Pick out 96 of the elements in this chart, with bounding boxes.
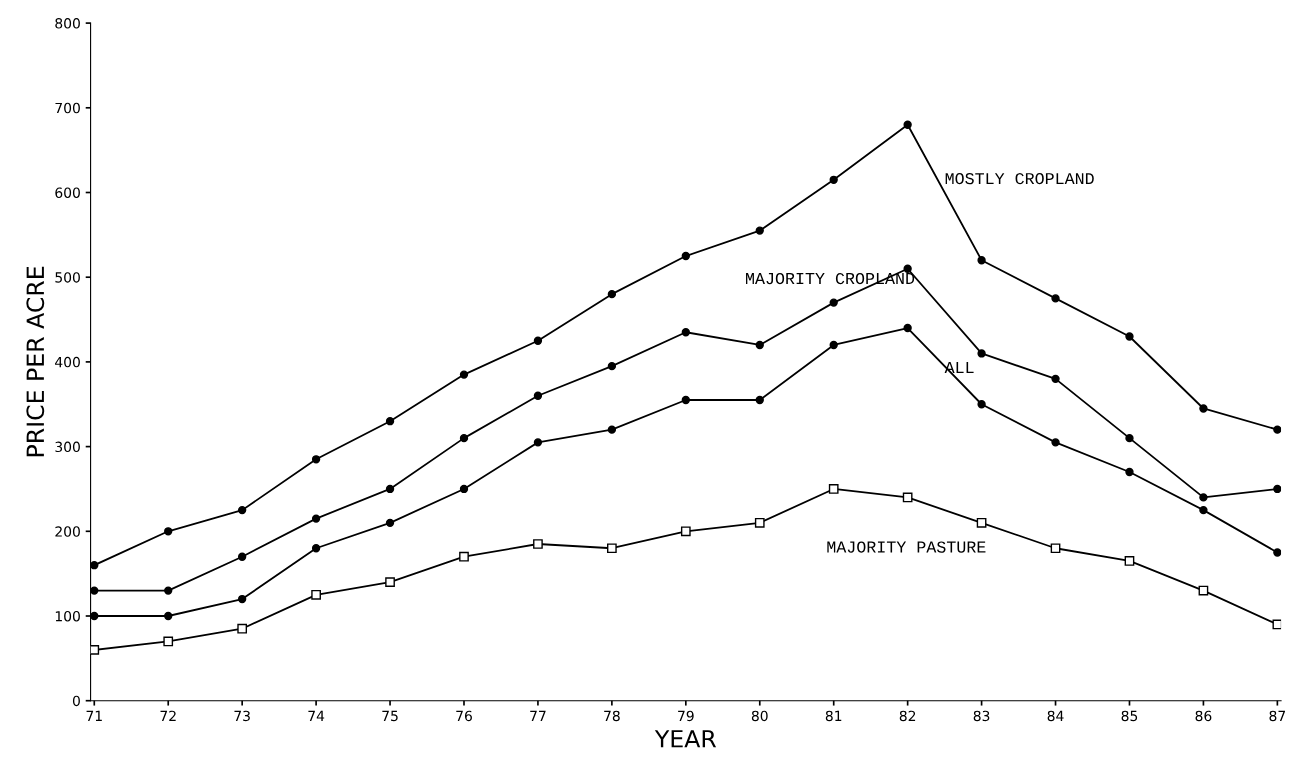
y-tick-label: 800 (55, 18, 80, 29)
point (311, 514, 321, 523)
point (459, 370, 469, 379)
point (903, 120, 912, 129)
point (459, 433, 469, 443)
x-tick-label: 76 (456, 710, 472, 722)
point (237, 594, 247, 604)
point (1199, 505, 1208, 515)
point (237, 505, 247, 515)
point (459, 484, 469, 494)
x-tick-label: 85 (1121, 710, 1138, 722)
point (237, 623, 248, 634)
point (1125, 467, 1134, 477)
x-tick-label: 72 (160, 710, 176, 721)
point (903, 323, 912, 333)
point (385, 577, 395, 587)
point (902, 492, 913, 503)
point (90, 561, 99, 570)
x-tick-label: 83 (973, 710, 990, 722)
point (1050, 543, 1061, 554)
y-tick-label: 300 (55, 441, 80, 453)
point (1125, 332, 1134, 341)
point (311, 589, 321, 600)
point (533, 336, 543, 345)
point (977, 400, 986, 409)
x-tick-label: 77 (530, 710, 546, 721)
point (1051, 438, 1060, 447)
point (977, 256, 986, 265)
point (755, 340, 764, 350)
point (163, 636, 174, 647)
point (533, 438, 543, 447)
point (829, 298, 838, 307)
point (1124, 556, 1135, 566)
point (1273, 425, 1282, 434)
x-axis-title: YEAR (654, 730, 717, 748)
point (90, 611, 99, 621)
y-tick-label: 600 (55, 187, 80, 198)
point (164, 527, 173, 536)
point (755, 395, 764, 405)
y-tick-label: 0 (72, 695, 80, 707)
point (90, 586, 99, 595)
point (1273, 548, 1282, 557)
point (164, 611, 173, 621)
x-tick-label: 78 (604, 710, 620, 722)
y-tick-label: 100 (55, 610, 80, 622)
point (680, 526, 691, 537)
x-tick-label: 80 (751, 710, 768, 722)
point (829, 175, 838, 184)
point (903, 264, 912, 273)
point (459, 551, 469, 562)
point (681, 251, 690, 261)
point (533, 391, 543, 400)
point (607, 361, 617, 371)
point (533, 539, 543, 549)
x-tick-label: 71 (86, 710, 102, 721)
point (1273, 484, 1282, 494)
x-tick-label: 74 (308, 710, 325, 721)
x-tick-label: 81 (825, 710, 842, 722)
point (1199, 493, 1208, 502)
x-tick-label: 86 (1195, 710, 1212, 722)
x-tick-label: 75 (382, 710, 398, 722)
y-axis-title: PRICE PER ACRE (26, 266, 45, 457)
point (681, 328, 690, 337)
point (164, 586, 173, 595)
point (237, 552, 247, 561)
x-tick-label: 73 (234, 710, 250, 722)
point (385, 484, 395, 494)
x-tick-label: 84 (1047, 710, 1064, 722)
y-tick-label: 500 (55, 272, 80, 283)
point (607, 425, 617, 434)
y-tick-label: 400 (55, 356, 80, 368)
series-label: MOSTLY CROPLAND (945, 172, 1094, 185)
point (755, 226, 764, 235)
point (1199, 404, 1208, 413)
series-label: MAJORITY PASTURE (827, 541, 986, 553)
point (90, 645, 100, 655)
point (977, 349, 986, 358)
point (681, 395, 690, 405)
x-tick-label: 87 (1269, 710, 1286, 722)
x-tick-label: 79 (678, 710, 694, 722)
x-tick-label: 82 (899, 710, 916, 722)
point (1125, 433, 1134, 443)
y-tick-label: 700 (55, 102, 80, 114)
y-tick-label: 200 (55, 526, 80, 537)
point (829, 340, 838, 350)
point (828, 484, 839, 494)
point (1051, 294, 1060, 303)
point (1051, 374, 1060, 384)
point (607, 289, 617, 299)
point (311, 544, 321, 553)
point (607, 543, 617, 554)
point (311, 455, 321, 464)
point (385, 417, 395, 426)
point (976, 517, 987, 528)
point (754, 517, 765, 528)
point (385, 518, 395, 527)
